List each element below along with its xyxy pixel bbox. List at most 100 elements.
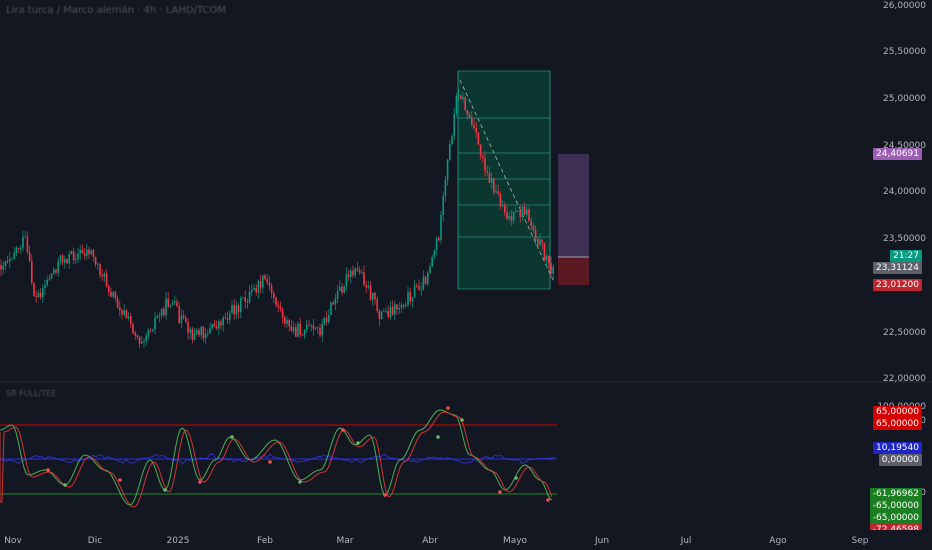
candle-body [20, 247, 22, 249]
candle-body [86, 249, 88, 256]
candle-body [64, 258, 66, 263]
candle-body [26, 236, 29, 253]
candle-body [39, 292, 42, 298]
candle-body [270, 285, 273, 294]
candle-body [508, 216, 510, 219]
candle-body [246, 301, 249, 303]
candle-body [427, 272, 429, 285]
candle-body [350, 270, 352, 277]
chart-header-title: Lira turca / Marco alemán · 4h · LAHD/TC… [6, 5, 226, 16]
candle-body [229, 313, 231, 320]
candle-body [48, 278, 51, 280]
candle-body [167, 298, 169, 307]
candle-body [202, 326, 205, 339]
candle-body [446, 159, 449, 180]
candle-body [237, 305, 240, 313]
candle-body [57, 261, 59, 273]
candle-body [134, 332, 136, 336]
candle-body [431, 257, 433, 267]
candle-body [235, 305, 238, 315]
candle-body [306, 324, 308, 330]
candle-body [534, 230, 537, 240]
time-axis-label: Sep [852, 536, 869, 546]
candle-body [22, 236, 24, 248]
candle-body [418, 285, 420, 290]
price-tag-time: 21:27 [890, 250, 922, 262]
candle-body [9, 258, 11, 262]
candle-body [112, 292, 114, 297]
candle-body [46, 279, 48, 285]
price-axis-label: 22,50000 [883, 328, 926, 338]
ind-tag-zero: 0,00000 [878, 454, 922, 466]
price-axis-label: 26,00000 [883, 1, 926, 11]
candle-body [475, 127, 477, 133]
candle-body [185, 317, 187, 322]
candle-body [268, 282, 271, 286]
candle-body [125, 310, 128, 319]
candle-body [123, 310, 125, 315]
candle-body [471, 117, 473, 125]
candle-body [130, 316, 132, 324]
candle-body [493, 177, 495, 193]
candle-body [517, 210, 519, 212]
candle-body [407, 291, 409, 305]
candle-body [402, 304, 405, 307]
price-tag-stop: 23,01200 [873, 279, 922, 291]
candle-body [264, 275, 266, 280]
time-axis-label: Feb [257, 536, 273, 546]
candle-body [416, 285, 418, 287]
candle-body [521, 206, 524, 217]
candle-body [233, 305, 235, 315]
candle-body [341, 286, 343, 293]
candle-body [226, 318, 229, 320]
candle-body [380, 311, 383, 320]
candle-body [372, 292, 374, 300]
candle-body [365, 284, 367, 288]
ind-tag-lower-c: -65,00000 [869, 512, 922, 524]
candle-body [312, 325, 315, 329]
candle-body [94, 257, 97, 265]
candle-body [457, 95, 460, 97]
candle-body [288, 320, 290, 327]
candle-body [468, 114, 471, 118]
candle-body [110, 291, 112, 297]
candle-body [163, 308, 165, 316]
candle-body [347, 274, 350, 277]
candle-body [231, 305, 233, 314]
oscillator-line-slow [0, 411, 553, 508]
candle-body [240, 298, 242, 313]
candle-body [224, 317, 227, 319]
candle-body [328, 314, 330, 322]
candle-body [90, 250, 92, 255]
candle-body [479, 144, 482, 156]
time-axis-label: Jul [680, 536, 692, 546]
candle-body [530, 221, 532, 226]
candle-body [72, 251, 75, 261]
candle-body [486, 170, 488, 173]
candle-body [495, 191, 497, 193]
time-axis-label: Nov [4, 536, 22, 546]
fib-zone [458, 71, 550, 289]
candle-body [378, 310, 381, 320]
cross-dot [498, 490, 502, 494]
candle-body [138, 336, 141, 344]
candle-body [24, 236, 26, 238]
candle-body [248, 291, 251, 303]
candle-body [314, 327, 317, 329]
candle-body [44, 284, 46, 289]
price-axis-label: 22,00000 [883, 374, 926, 384]
candle-body [376, 299, 378, 311]
candle-body [548, 255, 550, 263]
price-tag-target: 24,40691 [873, 148, 922, 160]
candle-body [389, 306, 392, 317]
candle-body [152, 329, 154, 331]
candle-body [455, 96, 458, 114]
candle-body [429, 266, 431, 273]
candle-body [242, 297, 244, 299]
candle-body [528, 209, 530, 222]
candle-body [310, 325, 312, 327]
candle-body [277, 305, 279, 307]
candle-body [176, 301, 178, 307]
